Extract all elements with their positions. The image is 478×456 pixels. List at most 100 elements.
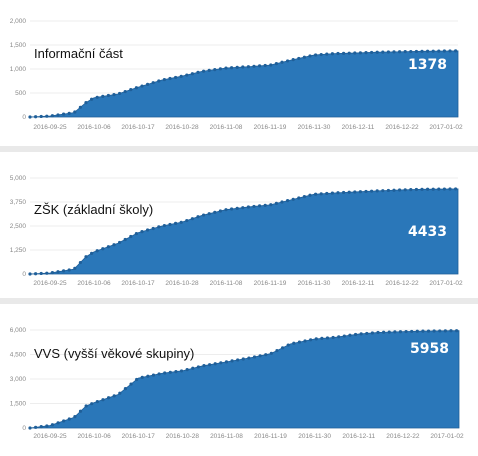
data-point bbox=[157, 79, 161, 83]
data-point bbox=[314, 337, 318, 341]
data-point bbox=[78, 260, 82, 265]
data-point bbox=[101, 94, 105, 98]
data-point bbox=[263, 203, 267, 207]
x-tick-label: 2016-10-17 bbox=[122, 433, 156, 440]
data-point bbox=[386, 188, 390, 193]
y-tick-label: 1,000 bbox=[10, 66, 27, 73]
data-point bbox=[78, 105, 82, 109]
x-tick-label: 2016-10-28 bbox=[165, 124, 199, 131]
data-point bbox=[409, 188, 413, 192]
data-point bbox=[236, 358, 240, 362]
data-point bbox=[386, 50, 390, 54]
x-tick-label: 2017-01-02 bbox=[429, 280, 463, 287]
data-point bbox=[320, 336, 324, 340]
x-tick-label: 2016-11-08 bbox=[210, 280, 243, 287]
data-point bbox=[325, 191, 329, 196]
data-point bbox=[392, 50, 396, 54]
data-point bbox=[454, 187, 458, 191]
data-point bbox=[297, 56, 301, 61]
data-point bbox=[330, 52, 334, 56]
x-tick-label: 2016-11-19 bbox=[254, 124, 287, 131]
data-point bbox=[213, 210, 217, 214]
data-point bbox=[62, 112, 66, 116]
data-point bbox=[208, 363, 212, 367]
data-point bbox=[375, 189, 379, 193]
x-tick-label: 2016-11-08 bbox=[210, 124, 243, 131]
x-tick-label: 2016-10-28 bbox=[165, 280, 199, 287]
data-point bbox=[274, 62, 278, 66]
data-point bbox=[392, 188, 396, 192]
chart-panel-2: 0 1,250 2,500 3,750 5,000 2016-09-25 2016-10-0… bbox=[0, 152, 478, 298]
data-point bbox=[398, 330, 403, 334]
data-point bbox=[118, 91, 122, 96]
chart-2-title: ZŠK (základní školy) bbox=[34, 202, 154, 217]
data-point bbox=[414, 187, 418, 192]
data-point bbox=[403, 188, 407, 192]
x-tick-label: 2016-10-28 bbox=[166, 433, 200, 440]
data-point bbox=[34, 425, 38, 429]
x-tick-label: 2016-10-17 bbox=[121, 280, 155, 287]
data-point bbox=[280, 200, 284, 204]
data-point bbox=[246, 205, 250, 209]
data-point bbox=[359, 332, 363, 336]
data-point bbox=[134, 231, 138, 236]
data-point bbox=[106, 245, 110, 249]
chart-2-total: 4433 bbox=[408, 224, 447, 240]
data-point bbox=[358, 51, 362, 55]
data-point bbox=[218, 209, 222, 213]
data-point bbox=[431, 187, 435, 191]
data-point bbox=[448, 49, 452, 53]
data-point bbox=[202, 364, 206, 368]
data-point bbox=[442, 187, 446, 191]
data-point bbox=[442, 49, 446, 53]
data-point bbox=[252, 204, 256, 209]
data-point bbox=[415, 329, 419, 333]
data-point bbox=[50, 114, 55, 118]
data-point bbox=[258, 204, 262, 208]
data-point bbox=[213, 68, 217, 72]
data-point bbox=[252, 64, 256, 68]
y-tick-label: 1,500 bbox=[10, 42, 27, 49]
data-point bbox=[134, 86, 138, 90]
data-point bbox=[410, 329, 414, 334]
data-point bbox=[146, 374, 150, 378]
data-point bbox=[39, 425, 43, 429]
data-point bbox=[347, 190, 351, 194]
data-point bbox=[393, 330, 397, 334]
y-tick-label: 2,500 bbox=[10, 223, 27, 230]
data-point bbox=[302, 55, 306, 59]
data-point bbox=[39, 114, 43, 119]
data-point bbox=[45, 424, 49, 428]
data-point bbox=[190, 217, 194, 221]
data-point bbox=[247, 356, 251, 360]
x-tick-label: 2016-11-30 bbox=[298, 280, 331, 287]
data-point bbox=[286, 59, 290, 63]
x-tick-label: 2017-01-02 bbox=[430, 433, 464, 440]
data-point bbox=[45, 114, 49, 118]
data-point bbox=[129, 88, 133, 92]
data-point bbox=[179, 74, 183, 78]
data-point bbox=[106, 93, 110, 98]
data-point bbox=[73, 415, 77, 419]
data-point bbox=[146, 228, 150, 232]
data-point bbox=[336, 51, 340, 56]
data-point bbox=[84, 101, 88, 105]
data-point bbox=[95, 399, 99, 404]
data-point bbox=[28, 115, 32, 119]
data-point bbox=[381, 50, 385, 54]
data-point bbox=[336, 191, 340, 195]
chart-3-total: 5958 bbox=[410, 341, 449, 357]
chart-2: 0 1,250 2,500 3,750 5,000 2016-09-25 2016-10-0… bbox=[10, 175, 463, 287]
data-point bbox=[241, 357, 245, 361]
data-point bbox=[112, 93, 116, 97]
data-point bbox=[73, 266, 77, 270]
y-tick-label: 4,500 bbox=[10, 352, 27, 359]
x-tick-label: 2016-09-25 bbox=[33, 433, 67, 440]
data-point bbox=[365, 331, 369, 336]
data-point bbox=[381, 189, 385, 193]
data-point bbox=[135, 377, 139, 382]
data-point bbox=[258, 64, 262, 68]
data-point bbox=[302, 195, 306, 199]
data-point bbox=[218, 67, 222, 71]
data-point bbox=[168, 370, 172, 374]
